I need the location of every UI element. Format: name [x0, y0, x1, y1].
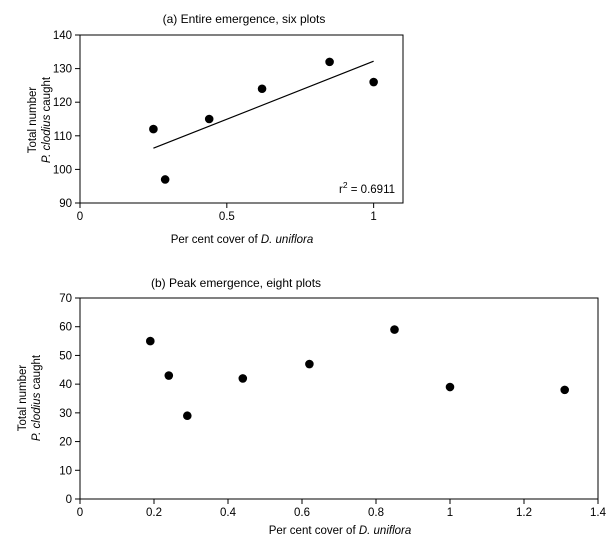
data-point — [204, 114, 214, 124]
r-squared-annotation: r2 = 0.6911 — [339, 180, 395, 196]
data-point — [257, 84, 267, 94]
y-tick-label: 0 — [66, 494, 72, 506]
plot-frame — [79, 297, 599, 500]
y-tick-label: 90 — [59, 198, 72, 210]
data-point — [369, 77, 378, 87]
x-axis-label: Per cent cover of D. uniflora — [269, 525, 412, 537]
chart-b: (b) Peak emergence, eight plots 0 0.2 0.4 0.… — [17, 276, 607, 537]
x-axis-label: Per cent cover of D. uniflora — [171, 234, 314, 246]
y-axis-label-line1: Total number — [17, 365, 29, 432]
x-tick-label: 0.2 — [146, 507, 162, 519]
x-tick-label: 1 — [447, 507, 453, 519]
y-tick-label: 30 — [59, 408, 72, 420]
y-axis-label-line2: P. clodius caught — [41, 76, 53, 163]
y-axis-label-line2: P. clodius caught — [31, 354, 43, 441]
data-point — [146, 336, 155, 346]
data-point — [160, 175, 170, 184]
data-point — [164, 371, 174, 380]
x-tick-label: 1 — [370, 211, 376, 223]
data-point — [149, 124, 158, 134]
chart-title: (a) Entire emergence, six plots — [163, 12, 326, 26]
y-tick-label: 100 — [53, 164, 72, 176]
y-tick-label: 40 — [59, 379, 72, 391]
x-axis-label-species: D. uniflora — [261, 234, 313, 246]
x-tick-label: 1.2 — [516, 507, 532, 519]
y-axis-label-species: P. clodius — [41, 114, 53, 163]
chart-a: (a) Entire emergence, six plots 0 0.5 1 90 10… — [27, 12, 404, 246]
data-point — [390, 325, 399, 334]
regression-line — [153, 60, 374, 149]
y-tick-label: 140 — [53, 30, 72, 42]
x-tick-label: 0 — [77, 507, 83, 519]
y-tick-label: 120 — [53, 97, 72, 109]
plot-frame — [79, 34, 404, 204]
y-tick-label: 20 — [59, 437, 72, 449]
r-squared-symbol: r — [339, 184, 343, 196]
y-tick-label: 130 — [53, 64, 72, 76]
data-point — [238, 374, 248, 383]
x-tick-label: 0.4 — [220, 507, 237, 519]
x-tick-label: 0.8 — [368, 507, 384, 519]
data-point — [305, 359, 314, 369]
data-point — [560, 385, 569, 395]
data-point — [183, 411, 192, 421]
y-tick-label: 50 — [59, 350, 72, 362]
y-tick-label: 70 — [59, 293, 72, 305]
x-axis-label-text: Per cent cover of — [171, 234, 261, 246]
x-tick-label: 0 — [77, 211, 83, 223]
y-axis-label-text: caught — [41, 76, 53, 115]
x-axis-label-text: Per cent cover of — [269, 525, 359, 537]
x-tick-label: 0.5 — [219, 211, 235, 223]
y-tick-label: 60 — [59, 322, 72, 334]
y-axis-label-text: caught — [31, 354, 43, 393]
y-axis-label-species: P. clodius — [31, 392, 43, 441]
y-tick-label: 10 — [59, 465, 72, 477]
x-tick-label: 1.4 — [590, 507, 607, 519]
chart-title: (b) Peak emergence, eight plots — [151, 276, 321, 290]
r-squared-exponent: 2 — [343, 180, 348, 190]
r-squared-value: = 0.6911 — [348, 184, 395, 196]
y-axis-label-line1: Total number — [27, 87, 39, 154]
x-axis-label-species: D. uniflora — [359, 525, 411, 537]
y-tick-label: 110 — [54, 131, 72, 143]
x-tick-label: 0.6 — [294, 507, 310, 519]
data-point — [445, 382, 455, 392]
data-point — [325, 57, 334, 67]
